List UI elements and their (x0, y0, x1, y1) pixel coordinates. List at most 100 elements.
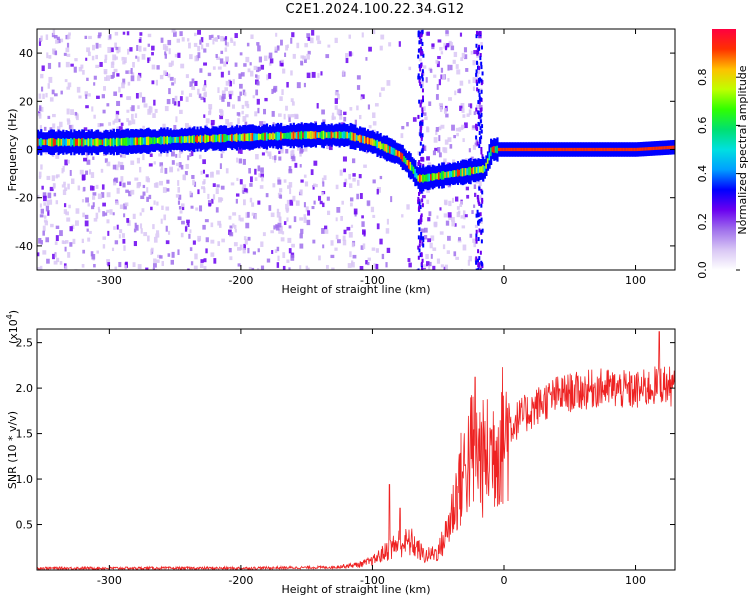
spectrogram-cell (285, 105, 288, 111)
spectrogram-cell (216, 184, 220, 188)
spectrogram-cell (86, 228, 89, 232)
spectrogram-cell (199, 263, 204, 268)
spectrogram-cell (247, 211, 250, 218)
ridge-core (273, 133, 276, 140)
spectrogram-cell (359, 193, 363, 199)
spectrogram-cell (82, 69, 85, 75)
spectrogram-cell (249, 176, 253, 183)
ridge-core (452, 170, 455, 178)
spectrogram-cell (322, 202, 325, 208)
ridge-core (319, 132, 322, 139)
ridge-core (190, 136, 193, 143)
spectrogram-cell (118, 118, 121, 123)
ridge-core (554, 147, 557, 152)
ridge-core (92, 139, 95, 146)
spectrogram-cell (42, 93, 45, 100)
spectrogram-cell (303, 214, 307, 220)
spectrogram-cell (468, 79, 471, 84)
spectrogram-cell (75, 113, 79, 119)
spectrogram-cell (426, 31, 431, 36)
ridge-core (139, 137, 142, 146)
spectrogram-cell (479, 119, 482, 124)
spectrogram-cell (480, 42, 483, 48)
spectrogram-cell (64, 246, 67, 252)
spectrogram-cell (373, 263, 378, 269)
ridge-core (482, 165, 485, 174)
spectrogram-cell (175, 153, 178, 158)
spectrogram-cell (349, 251, 352, 258)
spectrogram-cell (67, 34, 71, 40)
spectrogram-cell (47, 115, 51, 120)
spectrogram-cell (90, 172, 95, 178)
spectrogram-cell (102, 202, 106, 207)
spectrogram-cell (280, 237, 285, 242)
spectrogram-cell (64, 265, 68, 270)
spectrogram-cell (40, 208, 45, 214)
spectrogram-cell (368, 46, 372, 52)
spectrogram-cell (202, 224, 206, 230)
ridge-core (351, 132, 354, 141)
ridge-core (409, 161, 412, 171)
spectrogram-cell (461, 124, 465, 130)
spectrogram-cell (232, 79, 235, 85)
spectrogram-cell (203, 265, 207, 270)
spectrogram-cell (477, 198, 480, 203)
spectrogram-cell (220, 110, 224, 116)
ridge-core (231, 133, 234, 142)
spectrogram-cell (46, 199, 50, 206)
spectrogram-cell (480, 129, 483, 134)
spectrogram-cell (42, 230, 45, 236)
spectrogram-cell (211, 34, 214, 39)
ridge-core (434, 173, 437, 180)
spectrogram-cell (197, 235, 202, 241)
snr-y-multiplier: (x104) (5, 310, 20, 344)
spectrogram-cell (440, 106, 443, 113)
spectrogram-cell (466, 113, 470, 117)
spectrogram-cell (184, 123, 189, 129)
spectrogram-cell (225, 42, 230, 47)
ridge-core (329, 131, 332, 139)
ridge-core (497, 147, 501, 152)
spectrogram-cell (75, 208, 80, 214)
spectrogram-cell (64, 187, 68, 191)
spectrogram-cell (430, 235, 435, 241)
spectrogram-cell (419, 205, 422, 210)
spectrogram-cell (376, 187, 381, 193)
spectrogram-cell (86, 159, 91, 165)
ridge-core (251, 132, 254, 142)
ridge-core (306, 131, 310, 139)
ridge-core (570, 147, 573, 152)
spectrogram-cell (451, 124, 455, 131)
spectrogram-cell (439, 46, 443, 51)
spectrogram-cell (192, 240, 196, 245)
spectrogram-cell (203, 114, 206, 118)
spectrogram-cell (418, 243, 421, 248)
spectrogram-cell (475, 30, 478, 35)
spectrogram-cell (143, 232, 148, 237)
spectrogram-cell (219, 58, 224, 64)
spectrogram-cell (139, 212, 142, 216)
ridge-core (673, 145, 675, 149)
spectrogram-cell (385, 262, 388, 268)
spectrogram-cell (224, 39, 227, 46)
spectrogram-cell (111, 61, 115, 65)
spectrogram-cell (37, 194, 40, 199)
spectrogram-cell (350, 224, 354, 228)
spectrogram-cell (455, 127, 460, 132)
spectrogram-cell (50, 223, 54, 228)
spectrogram-cell (104, 158, 108, 163)
spectrogram-cell (247, 68, 251, 73)
spectrogram-cell (40, 164, 43, 170)
spectrogram-cell (419, 141, 422, 146)
spectrogram-cell (280, 59, 284, 63)
spectrogram-cell (288, 116, 291, 123)
ridge-core (392, 147, 395, 155)
spectrogram-cell (472, 86, 475, 91)
spectrogram-cell (242, 184, 247, 190)
spectrogram-cell (117, 161, 120, 168)
spectrogram-cell (461, 225, 466, 229)
ridge-core (426, 173, 430, 182)
ridge-core (149, 137, 152, 145)
spectrogram-cell (471, 210, 474, 214)
spectrogram-cell (46, 258, 50, 264)
